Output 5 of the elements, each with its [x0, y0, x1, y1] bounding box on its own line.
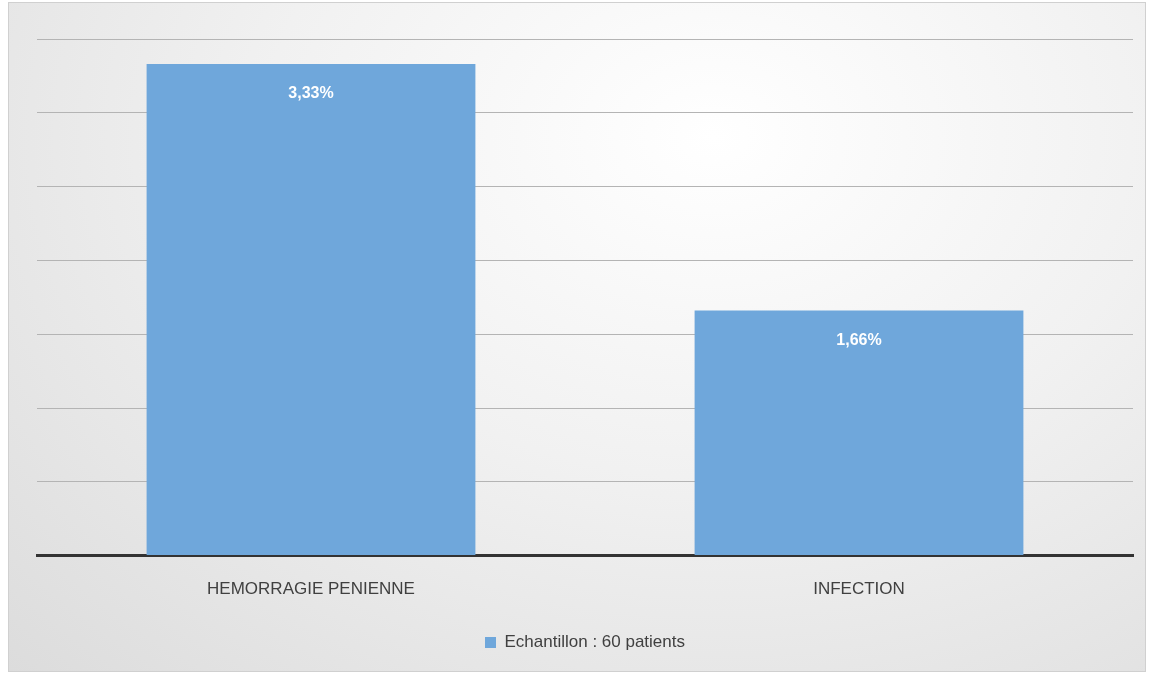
legend-label: Echantillon : 60 patients: [504, 632, 686, 652]
data-label: 1,66%: [836, 330, 882, 348]
x-tick-label: INFECTION: [813, 579, 905, 599]
data-label: 3,33%: [288, 84, 334, 102]
x-tick-label: HEMORRAGIE PENIENNE: [207, 579, 415, 599]
